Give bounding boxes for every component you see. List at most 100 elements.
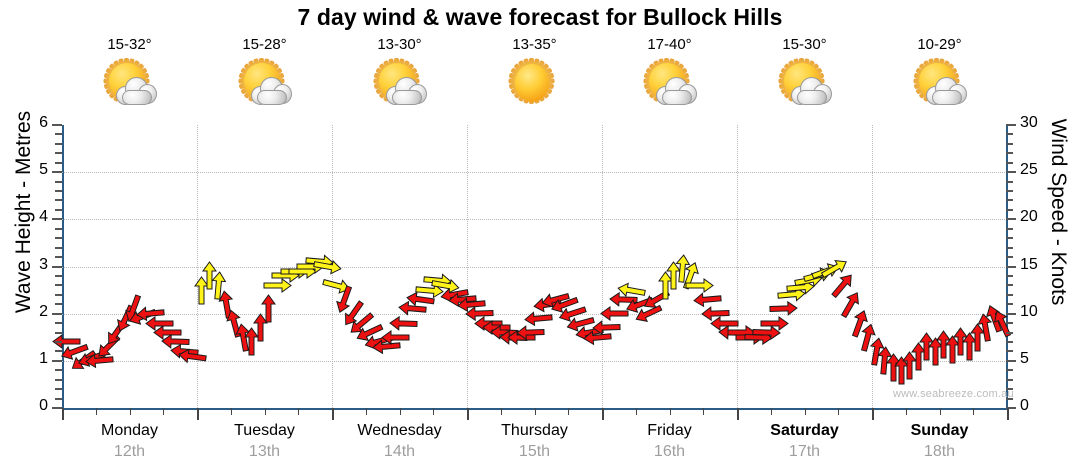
left-axis-title: Wave Height - Metres — [12, 110, 35, 314]
day-date: 13th — [248, 443, 281, 460]
day-date: 12th — [113, 443, 146, 460]
plot-area — [51, 125, 1012, 408]
wind-direction-arrow — [178, 348, 208, 365]
right-axis-minor-tick — [1006, 322, 1013, 325]
left-axis-minor-tick — [55, 152, 62, 155]
wind-direction-arrow — [51, 334, 81, 350]
left-axis-minor-tick — [55, 161, 62, 164]
wind-direction-arrow — [591, 320, 621, 336]
left-axis-minor-tick — [55, 256, 62, 259]
right-axis-minor-tick — [1006, 208, 1013, 211]
wind-direction-arrow — [566, 313, 596, 333]
left-axis-minor-tick — [55, 199, 62, 202]
left-axis-minor-tick — [55, 227, 62, 230]
left-axis-minor-tick — [55, 293, 62, 296]
wind-direction-arrow — [633, 302, 663, 325]
wind-direction-arrow — [977, 313, 994, 343]
day-date: 16th — [653, 443, 686, 460]
wind-direction-arrow — [261, 294, 277, 323]
day-label-thursday: Thursday 15th — [467, 420, 602, 462]
partly-cloudy-icon — [99, 56, 161, 116]
right-axis-minor-tick — [1006, 256, 1013, 259]
right-axis-minor-tick — [1006, 246, 1013, 249]
x-axis-day-tick — [602, 408, 604, 420]
x-axis-minor-tick — [973, 408, 975, 415]
left-axis-tick-label: 5 — [39, 161, 48, 179]
day-name: Friday — [647, 422, 692, 439]
x-axis-minor-tick — [568, 408, 570, 415]
wind-direction-arrow — [829, 271, 856, 300]
wind-direction-arrow — [473, 315, 503, 331]
left-axis-minor-tick — [55, 246, 62, 249]
x-axis-day-tick — [62, 408, 64, 420]
left-axis-tick — [52, 171, 62, 174]
day-date: 14th — [383, 443, 416, 460]
partly-cloudy-icon — [234, 56, 296, 116]
wind-direction-arrow — [161, 334, 191, 350]
x-axis-minor-tick — [500, 408, 502, 415]
day-header-thursday: 13-35° — [467, 36, 602, 120]
temperature-range-label: 15-30° — [782, 36, 827, 53]
wind-direction-arrow — [456, 297, 486, 313]
wind-direction-arrow — [263, 277, 292, 293]
wind-direction-arrow — [839, 289, 864, 319]
wind-direction-arrow — [867, 337, 885, 366]
right-axis-minor-tick — [1006, 284, 1013, 287]
wind-direction-arrow — [389, 315, 418, 331]
wind-direction-arrow — [991, 308, 1014, 338]
gridline-horizontal — [62, 219, 1007, 221]
cloud-icon — [385, 76, 428, 106]
x-axis-minor-tick — [230, 408, 232, 415]
day-label-monday: Monday 12th — [62, 420, 197, 462]
wind-direction-arrow — [465, 306, 494, 322]
left-axis-minor-tick — [55, 142, 62, 145]
day-header-monday: 15-32° — [62, 36, 197, 120]
partly-cloudy-icon — [774, 56, 836, 116]
left-axis-minor-tick — [55, 397, 62, 400]
wind-direction-arrow — [313, 258, 342, 275]
right-axis-minor-tick — [1006, 388, 1013, 391]
right-axis-tick-label: 20 — [1020, 208, 1038, 226]
right-axis-minor-tick — [1006, 397, 1013, 400]
x-axis-minor-tick — [264, 408, 266, 415]
wind-direction-arrow — [524, 311, 553, 327]
wind-direction-arrow — [819, 256, 849, 281]
wind-direction-arrow — [769, 301, 798, 317]
day-name: Thursday — [501, 422, 568, 439]
day-header-tuesday: 15-28° — [197, 36, 332, 120]
partly-cloudy-icon — [909, 56, 971, 116]
right-axis-minor-tick — [1006, 133, 1013, 136]
day-header-friday: 17-40° — [602, 36, 737, 120]
wind-direction-arrow — [969, 322, 985, 352]
temperature-range-label: 13-35° — [512, 36, 557, 53]
right-axis-minor-tick — [1006, 190, 1013, 193]
wind-direction-arrow — [693, 292, 722, 308]
x-axis-minor-tick — [635, 408, 637, 415]
left-axis-tick — [52, 124, 62, 126]
left-axis-minor-tick — [55, 133, 62, 136]
x-axis-minor-tick — [365, 408, 367, 415]
right-axis-tick — [1006, 218, 1016, 221]
gridline-day-divider — [602, 125, 603, 408]
x-axis-day-tick — [1007, 408, 1009, 420]
right-axis-minor-tick — [1006, 237, 1013, 240]
left-axis-tick-label: 2 — [39, 302, 48, 320]
left-axis-tick — [52, 218, 62, 221]
wind-direction-arrow — [752, 325, 781, 341]
left-axis-tick — [52, 359, 62, 362]
right-axis-tick-label: 25 — [1020, 161, 1038, 179]
cloud-icon — [115, 76, 158, 106]
wind-direction-arrow — [355, 321, 385, 344]
wind-direction-arrow — [515, 325, 545, 341]
temperature-range-label: 10-29° — [917, 36, 962, 53]
x-axis-minor-tick — [129, 408, 131, 415]
wind-direction-arrow — [144, 315, 174, 331]
right-axis-minor-tick — [1006, 274, 1013, 277]
left-axis-minor-tick — [55, 322, 62, 325]
day-label-tuesday: Tuesday 13th — [197, 420, 332, 462]
wind-direction-arrow — [583, 330, 612, 346]
wind-direction-arrow — [380, 329, 410, 345]
wind-direction-arrow — [340, 299, 366, 329]
left-axis-minor-tick — [55, 388, 62, 391]
wind-direction-arrow — [482, 320, 511, 336]
